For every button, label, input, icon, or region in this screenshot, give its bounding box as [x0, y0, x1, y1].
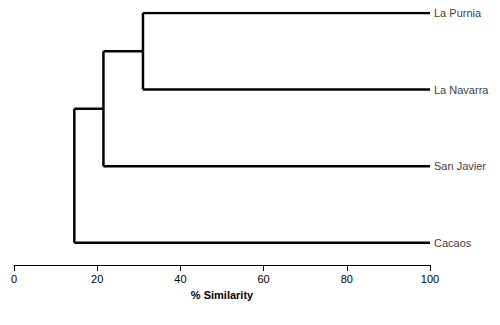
svg-text:La Purnia: La Purnia	[434, 7, 482, 19]
svg-text:40: 40	[174, 273, 186, 285]
svg-text:20: 20	[91, 273, 103, 285]
svg-text:Cacaos: Cacaos	[434, 237, 472, 249]
svg-text:% Similarity: % Similarity	[191, 289, 254, 301]
svg-text:100: 100	[421, 273, 439, 285]
svg-text:San Javier: San Javier	[434, 160, 486, 172]
svg-text:80: 80	[341, 273, 353, 285]
svg-text:60: 60	[257, 273, 269, 285]
svg-text:La Navarra: La Navarra	[434, 84, 489, 96]
svg-text:0: 0	[11, 273, 17, 285]
